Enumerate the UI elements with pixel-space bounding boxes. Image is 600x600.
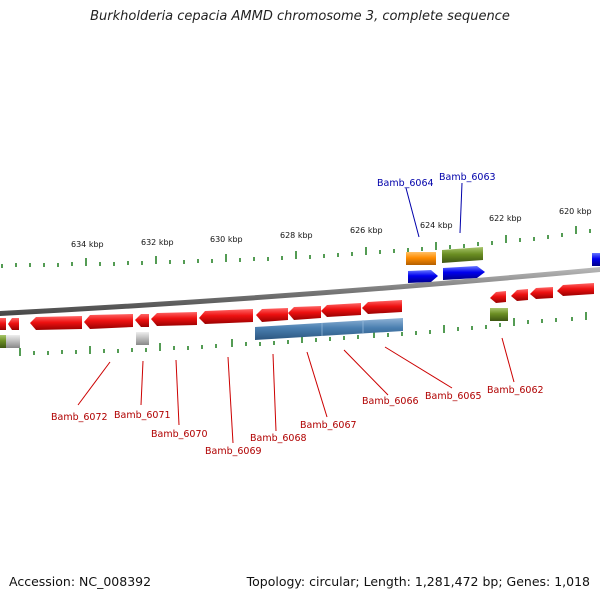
feature-bamb-6072[interactable] (30, 316, 82, 330)
feature-green-left[interactable] (0, 335, 6, 348)
feature-bamb-6063[interactable] (443, 266, 485, 280)
accession-text: Accession: NC_008392 (9, 574, 152, 589)
label-leaders (77, 182, 515, 444)
feature-red-b[interactable] (530, 287, 553, 299)
feature-bamb-6069[interactable] (199, 309, 253, 324)
scale-label-620: 620 kbp (559, 207, 592, 216)
feature-green[interactable] (442, 247, 483, 263)
feature-grey-small[interactable] (136, 332, 149, 345)
feature-red-2[interactable] (8, 318, 19, 330)
scale-label-626: 626 kbp (350, 226, 383, 235)
feature-red-a[interactable] (511, 289, 528, 301)
gene-label-bamb-6072[interactable]: Bamb_6072 (51, 412, 108, 423)
feature-bamb-6062[interactable] (490, 291, 506, 303)
gene-label-bamb-6065[interactable]: Bamb_6065 (425, 391, 482, 402)
feature-steel-band[interactable] (255, 318, 403, 340)
feature-blue-edge[interactable] (592, 253, 600, 266)
feature-bamb-6070[interactable] (151, 312, 197, 326)
gene-label-bamb-6062[interactable]: Bamb_6062 (487, 385, 544, 396)
map-title: Burkholderia cepacia AMMD chromosome 3, … (90, 9, 510, 24)
feature-bamb-6065[interactable] (362, 300, 402, 314)
scale-label-624: 624 kbp (420, 221, 453, 230)
chromosome-backbone (0, 267, 600, 316)
feature-bamb-6068[interactable] (256, 308, 288, 322)
feature-bamb-6066[interactable] (321, 303, 361, 317)
gene-label-bamb-6070[interactable]: Bamb_6070 (151, 429, 208, 440)
feature-red-1[interactable] (0, 318, 6, 330)
feature-bamb-6064[interactable] (408, 270, 438, 283)
scale-label-630: 630 kbp (210, 235, 243, 244)
scale-labels: 634 kbp 632 kbp 630 kbp 628 kbp 626 kbp … (71, 207, 592, 249)
gene-labels: Bamb_6064 Bamb_6063 Bamb_6072 Bamb_6071 … (51, 172, 544, 457)
reverse-features (0, 283, 594, 348)
gene-label-bamb-6068[interactable]: Bamb_6068 (250, 433, 307, 444)
feature-orange[interactable] (406, 252, 436, 265)
gene-label-bamb-6067[interactable]: Bamb_6067 (300, 420, 357, 431)
gene-label-bamb-6071[interactable]: Bamb_6071 (114, 410, 171, 421)
feature-red-c[interactable] (557, 283, 594, 296)
outer-scale-ticks (1, 226, 591, 268)
scale-label-632: 632 kbp (141, 238, 174, 247)
topology-text: Topology: circular; Length: 1,281,472 bp… (246, 574, 590, 589)
feature-grey-left[interactable] (6, 335, 20, 348)
gene-label-bamb-6069[interactable]: Bamb_6069 (205, 446, 262, 457)
forward-features (406, 247, 600, 283)
gene-label-bamb-6063[interactable]: Bamb_6063 (439, 172, 496, 183)
gene-label-bamb-6064[interactable]: Bamb_6064 (377, 178, 434, 189)
scale-label-628: 628 kbp (280, 231, 313, 240)
gene-label-bamb-6066[interactable]: Bamb_6066 (362, 396, 419, 407)
scale-label-634: 634 kbp (71, 240, 104, 249)
feature-bamb-6071[interactable] (84, 314, 133, 329)
scale-label-622: 622 kbp (489, 214, 522, 223)
feature-green-right[interactable] (490, 308, 508, 321)
feature-bamb-6067[interactable] (288, 306, 321, 320)
feature-red-small[interactable] (135, 314, 149, 327)
